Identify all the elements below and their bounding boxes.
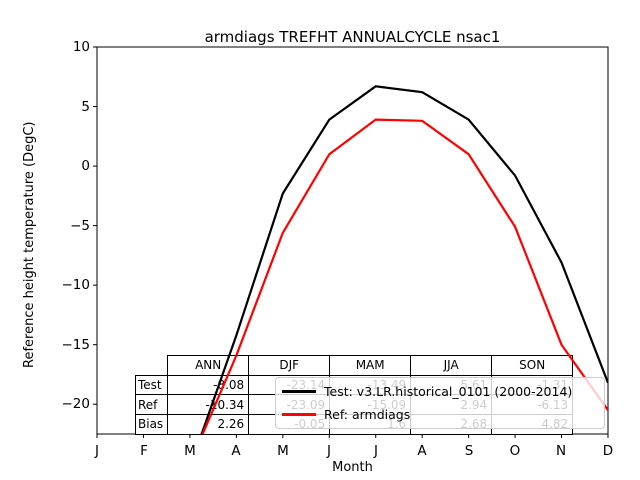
row-label-bias: Bias xyxy=(134,414,169,435)
x-tick-dec: D xyxy=(602,443,614,459)
test-ann: -8.08 xyxy=(167,374,250,396)
y-tick-n15: −15 xyxy=(61,337,91,353)
x-tick-nov: N xyxy=(555,443,567,459)
legend-item-test: Test: v3.LR.historical_0101 (2000-2014) xyxy=(282,384,598,399)
row-label-ref: Ref xyxy=(134,394,169,416)
x-tick-jul: J xyxy=(374,443,378,459)
test-line-sample xyxy=(282,390,316,393)
y-tick-n20: −20 xyxy=(61,396,91,412)
x-tick-jun: J xyxy=(327,443,331,459)
x-tick-oct: O xyxy=(509,443,521,459)
legend-label-ref: Ref: armdiags xyxy=(324,407,411,422)
y-tick-n5: −5 xyxy=(70,218,90,234)
y-tick-5: 5 xyxy=(81,99,90,115)
legend-label-test: Test: v3.LR.historical_0101 (2000-2014) xyxy=(324,384,573,399)
ref-ann: -10.34 xyxy=(167,394,250,416)
table-col-son: SON xyxy=(491,355,574,376)
x-axis-label: Month xyxy=(332,460,373,475)
x-tick-may: M xyxy=(277,443,289,459)
x-tick-mar: M xyxy=(184,443,196,459)
x-tick-aug: A xyxy=(417,443,427,459)
bias-ann: 2.26 xyxy=(167,414,250,435)
ref-line-sample xyxy=(282,413,316,416)
legend: Test: v3.LR.historical_0101 (2000-2014) … xyxy=(275,377,605,429)
table-col-mam: MAM xyxy=(329,355,412,376)
y-tick-0: 0 xyxy=(81,158,90,174)
x-tick-jan: J xyxy=(95,443,99,459)
chart-title: armdiags TREFHT ANNUALCYCLE nsac1 xyxy=(204,28,501,46)
y-tick-10: 10 xyxy=(72,39,90,55)
y-tick-n10: −10 xyxy=(61,277,91,293)
table-col-jja: JJA xyxy=(410,355,493,376)
row-label-test: Test xyxy=(134,374,169,396)
x-tick-feb: F xyxy=(140,443,148,459)
legend-item-ref: Ref: armdiags xyxy=(282,407,598,422)
x-tick-sep: S xyxy=(464,443,474,459)
x-tick-apr: A xyxy=(231,443,241,459)
